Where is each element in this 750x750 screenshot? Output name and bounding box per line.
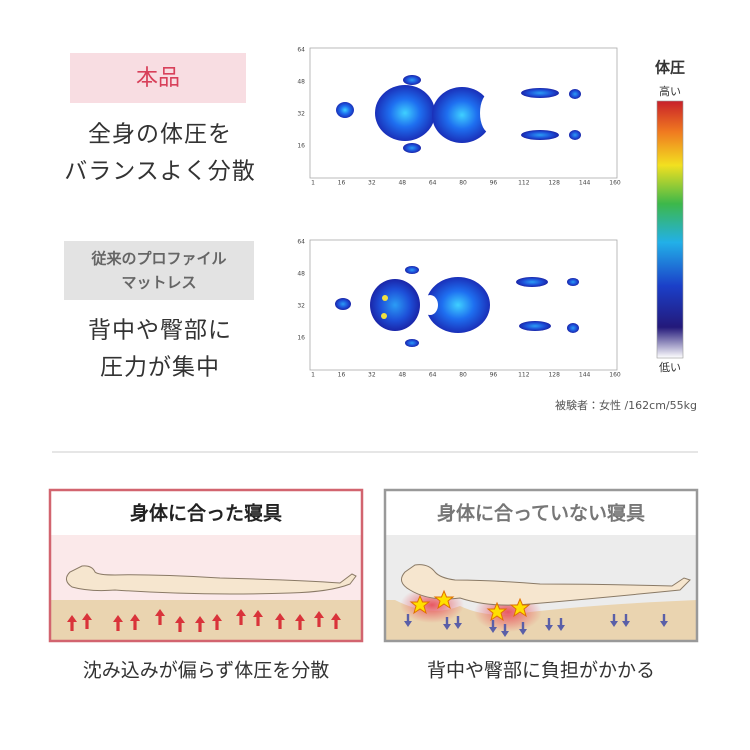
panel-caption: 背中や臀部に負担がかかる [427,660,655,682]
y-tick-label: 64 [297,47,305,54]
panel-title: 身体に合った寝具 [130,502,282,525]
panel-caption: 沈み込みが偏らず体圧を分散 [83,660,330,682]
x-tick-label: 112 [518,372,530,379]
y-tick-label: 32 [297,111,305,118]
caption: 圧力が集中 [100,355,220,381]
x-tick-label: 1 [311,372,315,379]
badge-bg [70,53,246,103]
color-bar [656,100,684,359]
panel [383,488,699,643]
pressure-blobs [336,75,581,153]
y-tick-label: 64 [297,239,305,246]
x-tick-label: 48 [398,372,406,379]
map-ticks: 64 48 32 16 1 16 32 48 64 80 96 112 128 144 160 64 48 32 1… [297,47,621,379]
caption: 背中や臀部に [88,318,232,344]
y-tick-label: 48 [297,271,305,278]
x-tick-label: 128 [548,180,560,187]
badge: 従来のプロファイル [90,250,226,268]
x-tick-label: 144 [579,180,591,187]
x-tick-label: 160 [609,180,621,187]
x-tick-label: 16 [338,372,346,379]
note: 被験者：女性 /162cm/55kg [555,398,697,412]
x-tick-label: 64 [429,372,437,379]
x-tick-label: 128 [548,372,560,379]
y-tick-label: 48 [297,79,305,86]
x-tick-label: 144 [579,372,591,379]
x-tick-label: 160 [609,372,621,379]
x-tick-label: 96 [490,372,498,379]
caption: 全身の体圧を [88,122,232,148]
x-tick-label: 112 [518,180,530,187]
x-tick-label: 80 [459,372,467,379]
x-tick-label: 64 [429,180,437,187]
badge-bg [64,241,254,300]
x-tick-label: 96 [490,180,498,187]
y-tick-label: 16 [297,335,305,342]
y-tick-label: 32 [297,303,305,310]
pressure-blobs [335,266,579,347]
x-tick-label: 1 [311,180,315,187]
x-tick-label: 16 [338,180,346,187]
x-tick-label: 48 [398,180,406,187]
x-tick-label: 32 [368,372,376,379]
x-tick-label: 80 [459,180,467,187]
panel [48,488,364,643]
legend-high: 高い [659,84,681,98]
legend-title: 体圧 [655,59,685,77]
badge: 本品 [136,66,180,91]
legend-low: 低い [659,361,681,374]
panel-title: 身体に合っていない寝具 [437,502,645,525]
caption: バランスよく分散 [64,159,256,185]
x-tick-label: 32 [368,180,376,187]
badge: マットレス [121,274,196,292]
y-tick-label: 16 [297,143,305,150]
